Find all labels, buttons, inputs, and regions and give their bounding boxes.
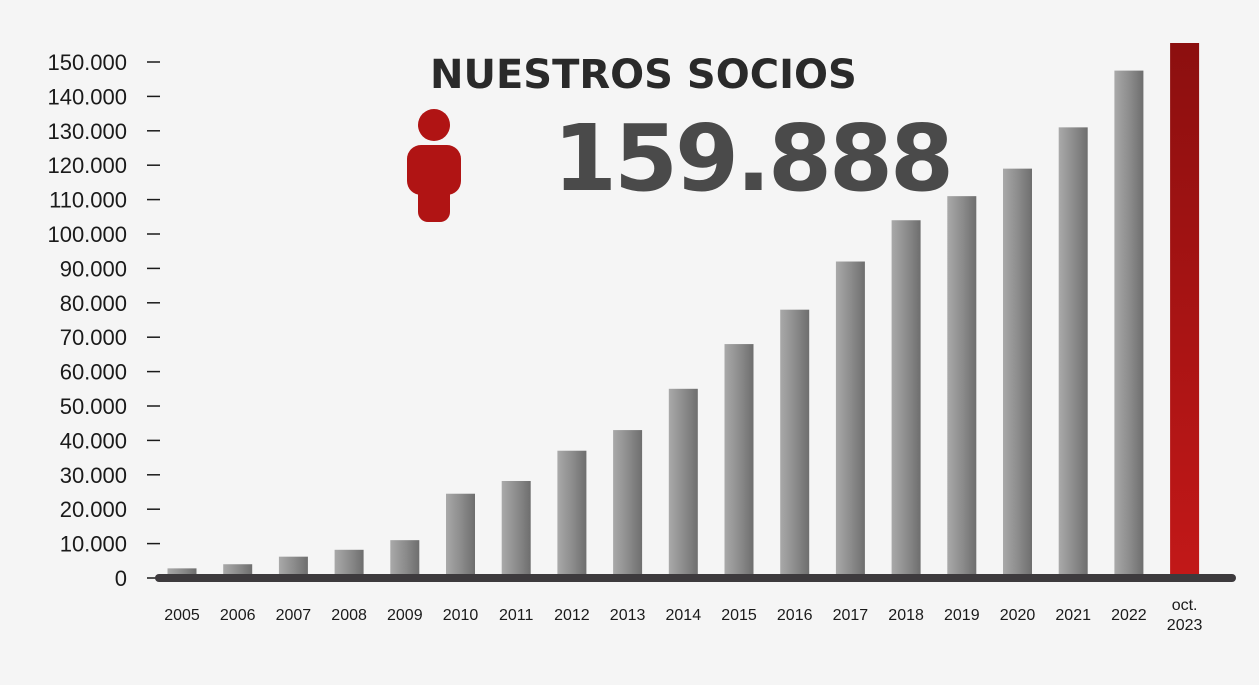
x-axis: 2005 2006 2007 2008 2009 2010 2011 2012 2013 2014… xyxy=(155,574,1236,634)
x-tick-label: 2008 xyxy=(331,607,367,624)
bar-2013 xyxy=(613,430,643,578)
x-tick-label: 2007 xyxy=(276,607,312,624)
y-tick-label: 100.000 xyxy=(47,222,127,247)
x-tick-label: 2009 xyxy=(387,607,423,624)
y-tick-label: 10.000 xyxy=(60,532,127,557)
y-tick-label: 50.000 xyxy=(60,394,127,419)
y-tick-label: 30.000 xyxy=(60,463,127,488)
y-tick-label: 80.000 xyxy=(60,291,127,316)
y-tick-label: 90.000 xyxy=(60,256,127,281)
bar-2015 xyxy=(724,344,754,578)
y-tick-label: 150.000 xyxy=(47,50,127,75)
y-tick-label: 70.000 xyxy=(60,325,127,350)
x-tick-label: 2013 xyxy=(610,607,646,624)
bar-oct-2023 xyxy=(1170,43,1200,578)
bar-2018 xyxy=(891,220,921,579)
bar-2008 xyxy=(334,549,364,578)
bar-2007 xyxy=(278,556,308,578)
y-tick-label: 0 xyxy=(115,566,127,591)
x-tick-label: 2014 xyxy=(666,607,702,624)
y-tick-label: 120.000 xyxy=(47,153,127,178)
bar-2009 xyxy=(390,540,420,578)
x-tick-label: 2016 xyxy=(777,607,813,624)
bar-2020 xyxy=(1003,168,1032,578)
person-icon xyxy=(407,109,461,222)
y-tick-label: 20.000 xyxy=(60,497,127,522)
bar-2005 xyxy=(167,568,197,578)
bars xyxy=(167,43,1200,579)
x-tick-label: 2006 xyxy=(220,607,256,624)
y-tick-label: 60.000 xyxy=(60,360,127,385)
x-tick-label: 2020 xyxy=(1000,607,1036,624)
bar-2019 xyxy=(947,196,977,578)
x-tick-label: oct. 2023 xyxy=(1167,597,1203,634)
total-members: 159.888 xyxy=(553,105,954,212)
bar-2022 xyxy=(1114,70,1144,578)
bar-2011 xyxy=(501,480,531,578)
x-tick-label: 2018 xyxy=(888,607,924,624)
bar-2010 xyxy=(446,493,475,578)
x-tick-label: 2019 xyxy=(944,607,980,624)
bar-2021 xyxy=(1058,127,1088,579)
x-tick-label: 2010 xyxy=(443,607,479,624)
x-tick-label: 2012 xyxy=(554,607,590,624)
x-tick-label: 2017 xyxy=(833,607,869,624)
bar-2017 xyxy=(835,261,865,578)
x-tick-label: 2021 xyxy=(1055,607,1091,624)
x-tick-label: 2005 xyxy=(164,607,200,624)
y-axis: 0 10.000 20.000 30.000 40.000 50.000 60.000 70.… xyxy=(47,50,160,591)
y-tick-label: 110.000 xyxy=(49,188,127,213)
x-tick-label: 2015 xyxy=(721,607,757,624)
bar-2014 xyxy=(668,388,698,578)
chart-title: NUESTROS SOCIOS xyxy=(430,52,857,98)
x-tick-label: 2022 xyxy=(1111,607,1147,624)
bar-2016 xyxy=(780,309,810,578)
y-tick-label: 40.000 xyxy=(60,428,127,453)
y-tick-label: 140.000 xyxy=(47,84,127,109)
x-tick-label: 2011 xyxy=(499,607,534,624)
y-tick-label: 130.000 xyxy=(47,119,127,144)
bar-2012 xyxy=(557,450,587,578)
